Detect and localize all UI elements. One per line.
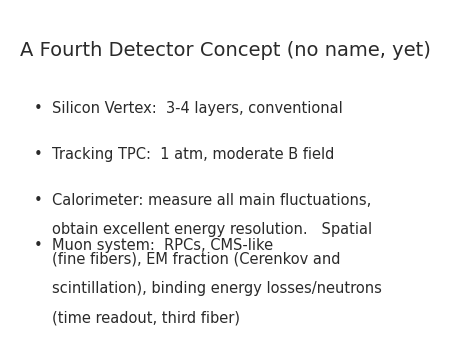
Text: Muon system:  RPCs, CMS-like: Muon system: RPCs, CMS-like <box>52 238 273 253</box>
Text: •: • <box>34 193 42 208</box>
Text: obtain excellent energy resolution.   Spatial: obtain excellent energy resolution. Spat… <box>52 222 372 237</box>
Text: scintillation), binding energy losses/neutrons: scintillation), binding energy losses/ne… <box>52 281 382 296</box>
Text: (fine fibers), EM fraction (Cerenkov and: (fine fibers), EM fraction (Cerenkov and <box>52 251 340 266</box>
Text: Calorimeter: measure all main fluctuations,: Calorimeter: measure all main fluctuatio… <box>52 193 371 208</box>
Text: •: • <box>34 101 42 116</box>
Text: Tracking TPC:  1 atm, moderate B field: Tracking TPC: 1 atm, moderate B field <box>52 147 334 162</box>
Text: Silicon Vertex:  3-4 layers, conventional: Silicon Vertex: 3-4 layers, conventional <box>52 101 342 116</box>
Text: (time readout, third fiber): (time readout, third fiber) <box>52 310 240 325</box>
Text: A Fourth Detector Concept (no name, yet): A Fourth Detector Concept (no name, yet) <box>20 41 431 59</box>
Text: •: • <box>34 238 42 253</box>
Text: •: • <box>34 147 42 162</box>
